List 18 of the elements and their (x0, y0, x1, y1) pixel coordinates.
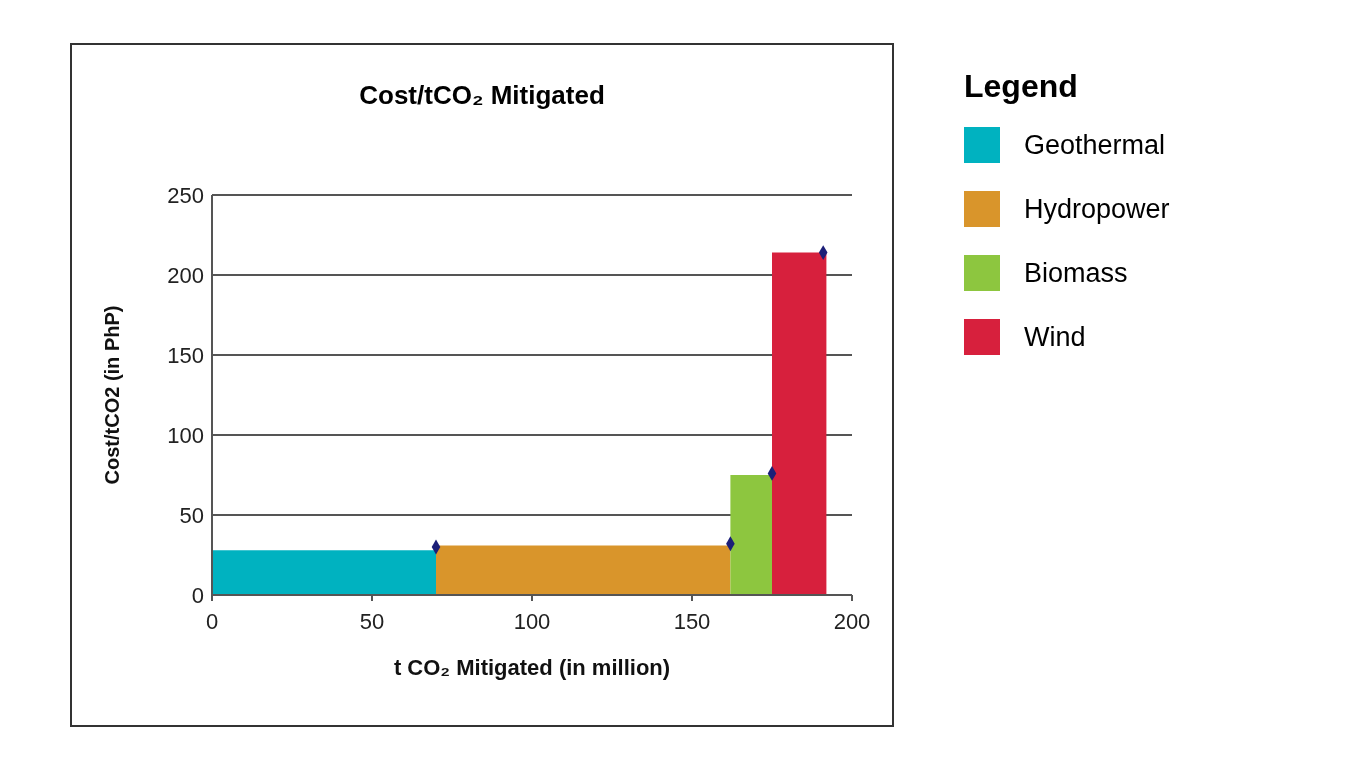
y-tick-label: 0 (191, 582, 204, 608)
x-tick-label: 50 (359, 608, 385, 634)
y-axis-title: Cost/tCO2 (in PhP) (101, 305, 124, 485)
y-tick-label: 250 (167, 182, 204, 208)
y-tick-label: 50 (179, 502, 204, 528)
y-tick-label: 100 (167, 422, 204, 448)
chart-title: Cost/tCO₂ Mitigated (358, 80, 606, 111)
legend-label: Geothermal (1024, 129, 1166, 161)
x-tick-label: 200 (833, 608, 871, 634)
x-tick-label: 100 (513, 608, 551, 634)
legend-label: Biomass (1024, 257, 1128, 289)
x-axis-title: t CO₂ Mitigated (in million) (393, 655, 671, 680)
y-tick-label: 150 (167, 342, 204, 368)
legend-title: Legend (964, 68, 1079, 105)
x-tick-label: 150 (673, 608, 711, 634)
y-tick-label: 200 (167, 262, 204, 288)
legend-label: Wind (1024, 321, 1086, 353)
legend-label: Hydropower (1024, 193, 1170, 225)
